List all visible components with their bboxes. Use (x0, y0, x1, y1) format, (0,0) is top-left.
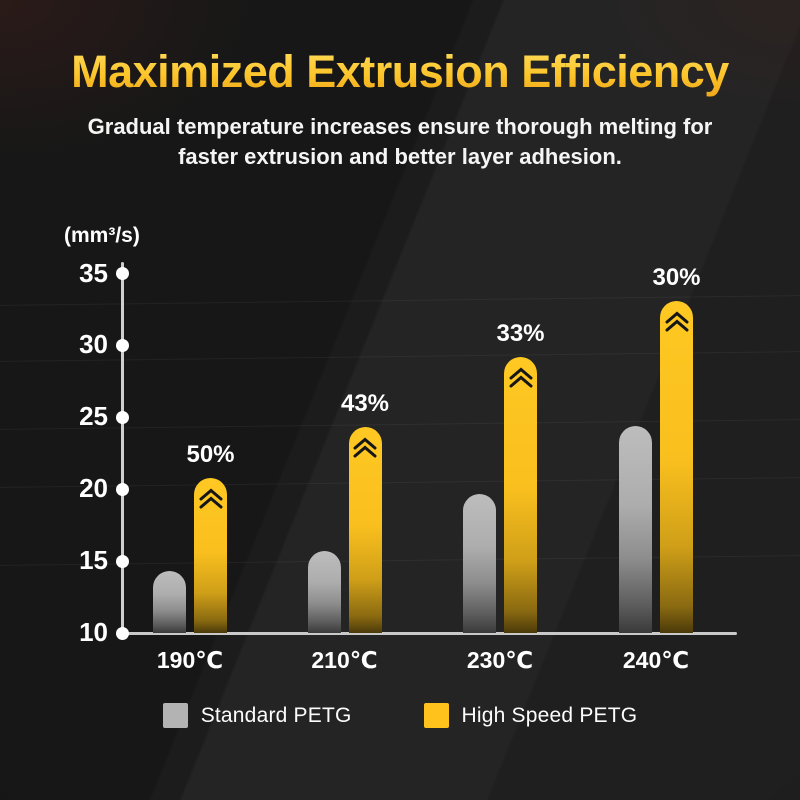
x-axis-label: 190℃ (156, 647, 224, 673)
y-tick-label: 15 (79, 545, 108, 576)
bar-high-speed-petg (348, 427, 382, 633)
y-axis-unit-label: (mm³/s) (64, 224, 140, 247)
percent-gain-label: 50% (186, 440, 235, 468)
y-axis-line (120, 262, 124, 635)
chevron-up-icon (509, 367, 532, 388)
legend-swatch-yellow (423, 703, 449, 728)
bar-high-speed-petg (194, 477, 227, 633)
chevron-up-icon (199, 488, 222, 509)
legend-label: High Speed PETG (461, 703, 638, 727)
y-tick-dot (115, 626, 129, 640)
y-tick-label: 25 (79, 401, 108, 432)
percent-gain-label: 30% (652, 263, 701, 291)
chevron-up-icon (353, 437, 377, 458)
y-tick-label: 10 (79, 617, 108, 647)
y-tick-dot (115, 267, 129, 280)
y-tick-dot (115, 338, 129, 352)
chevron-up-icon (665, 311, 688, 332)
y-tick-dot (115, 482, 129, 496)
subtitle-line-2: faster extrusion and better layer adhesi… (178, 144, 622, 169)
legend-item-high-speed-petg: High Speed PETG (423, 703, 638, 728)
y-tick-dot (115, 554, 129, 568)
subtitle: Gradual temperature increases ensure tho… (0, 112, 800, 172)
chart-legend: Standard PETG High Speed PETG (0, 703, 800, 728)
bar-high-speed-petg (504, 356, 537, 633)
bar-high-speed-petg (660, 300, 693, 633)
bar-standard-petg (619, 425, 652, 633)
bar-standard-petg (307, 551, 341, 633)
legend-label: Standard PETG (200, 703, 352, 727)
bar-standard-petg (153, 571, 186, 633)
subtitle-line-1: Gradual temperature increases ensure tho… (87, 114, 713, 139)
y-tick-label: 35 (79, 257, 108, 288)
legend-item-standard-petg: Standard PETG (162, 703, 352, 728)
x-axis-label: 210℃ (311, 647, 378, 673)
percent-gain-label: 43% (340, 390, 390, 418)
percent-gain-label: 33% (496, 319, 545, 347)
bar-standard-petg (463, 493, 496, 633)
legend-swatch-gray (162, 703, 188, 728)
y-tick-label: 30 (79, 329, 108, 360)
y-tick-label: 20 (79, 473, 108, 504)
x-axis-label: 230℃ (466, 647, 534, 673)
x-axis-line (121, 631, 737, 635)
x-axis-label: 240℃ (622, 647, 690, 673)
page-title: Maximized Extrusion Efficiency (0, 46, 800, 98)
y-tick-dot (115, 410, 129, 424)
